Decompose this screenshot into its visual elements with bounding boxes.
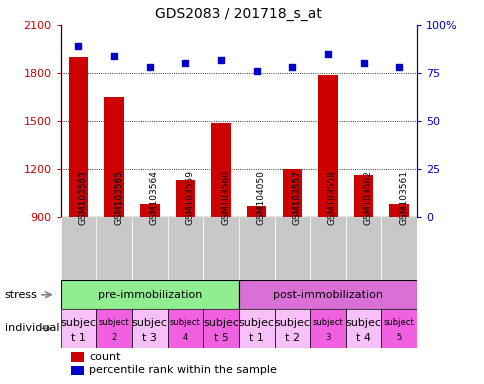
Text: GSM103557: GSM103557 — [292, 170, 301, 225]
Text: subjec: subjec — [274, 318, 310, 328]
Bar — [345, 217, 380, 280]
Bar — [380, 217, 416, 280]
Bar — [167, 217, 203, 280]
Text: t 4: t 4 — [355, 333, 370, 343]
Text: 3: 3 — [325, 333, 330, 343]
Text: GSM103558: GSM103558 — [327, 170, 336, 225]
Bar — [211, 122, 230, 217]
Text: stress: stress — [5, 290, 38, 300]
Text: subject: subject — [99, 318, 129, 327]
Text: pre-immobilization: pre-immobilization — [97, 290, 201, 300]
Bar — [96, 309, 132, 348]
Text: GSM103561: GSM103561 — [398, 170, 408, 225]
Text: GSM103562: GSM103562 — [363, 170, 372, 225]
Text: GSM104050: GSM104050 — [256, 170, 265, 225]
Bar — [132, 217, 167, 280]
Text: GSM103565: GSM103565 — [114, 170, 123, 225]
Bar — [282, 169, 302, 217]
Bar — [274, 217, 310, 280]
Bar — [71, 352, 84, 362]
Point — [75, 43, 82, 49]
Bar — [353, 175, 373, 217]
Bar — [60, 217, 96, 280]
Text: post-immobilization: post-immobilization — [272, 290, 382, 300]
Bar — [318, 74, 337, 217]
Text: t 3: t 3 — [142, 333, 157, 343]
Bar — [239, 309, 274, 348]
Text: subjec: subjec — [203, 318, 239, 328]
Title: GDS2083 / 201718_s_at: GDS2083 / 201718_s_at — [155, 7, 322, 21]
Text: count: count — [89, 352, 121, 362]
Point — [181, 60, 189, 66]
Bar — [140, 204, 159, 217]
Text: subject: subject — [170, 318, 200, 327]
Bar — [175, 180, 195, 217]
Bar — [167, 309, 203, 348]
Text: t 5: t 5 — [213, 333, 228, 343]
Text: subject: subject — [312, 318, 343, 327]
Bar — [310, 217, 345, 280]
Text: 4: 4 — [182, 333, 188, 343]
Point — [359, 60, 367, 66]
Bar — [246, 206, 266, 217]
Bar — [239, 280, 416, 309]
Bar — [238, 217, 274, 280]
Bar — [345, 309, 380, 348]
Point — [146, 64, 153, 70]
Text: subjec: subjec — [60, 318, 96, 328]
Point — [323, 51, 331, 57]
Point — [288, 64, 296, 70]
Text: GSM103560: GSM103560 — [221, 170, 229, 225]
Point — [252, 68, 260, 74]
Text: subject: subject — [383, 318, 414, 327]
Text: 5: 5 — [396, 333, 401, 343]
Text: 2: 2 — [111, 333, 117, 343]
Bar — [96, 217, 132, 280]
Bar — [69, 57, 88, 217]
Text: t 1: t 1 — [249, 333, 264, 343]
Bar — [203, 309, 239, 348]
Text: percentile rank within the sample: percentile rank within the sample — [89, 366, 276, 376]
Bar — [104, 97, 123, 217]
Text: subjec: subjec — [132, 318, 167, 328]
Text: GSM103563: GSM103563 — [78, 170, 87, 225]
Bar — [274, 309, 310, 348]
Bar — [60, 280, 239, 309]
Bar — [380, 309, 416, 348]
Text: GSM103564: GSM103564 — [150, 170, 158, 225]
Bar — [71, 366, 84, 375]
Point — [110, 53, 118, 59]
Text: t 2: t 2 — [284, 333, 299, 343]
Text: subjec: subjec — [345, 318, 381, 328]
Text: individual: individual — [5, 323, 59, 333]
Bar — [310, 309, 345, 348]
Point — [217, 56, 225, 63]
Bar — [389, 204, 408, 217]
Point — [394, 64, 402, 70]
Text: GSM103559: GSM103559 — [185, 170, 194, 225]
Bar — [203, 217, 238, 280]
Text: subjec: subjec — [238, 318, 274, 328]
Bar — [132, 309, 167, 348]
Text: t 1: t 1 — [71, 333, 86, 343]
Bar — [60, 309, 96, 348]
